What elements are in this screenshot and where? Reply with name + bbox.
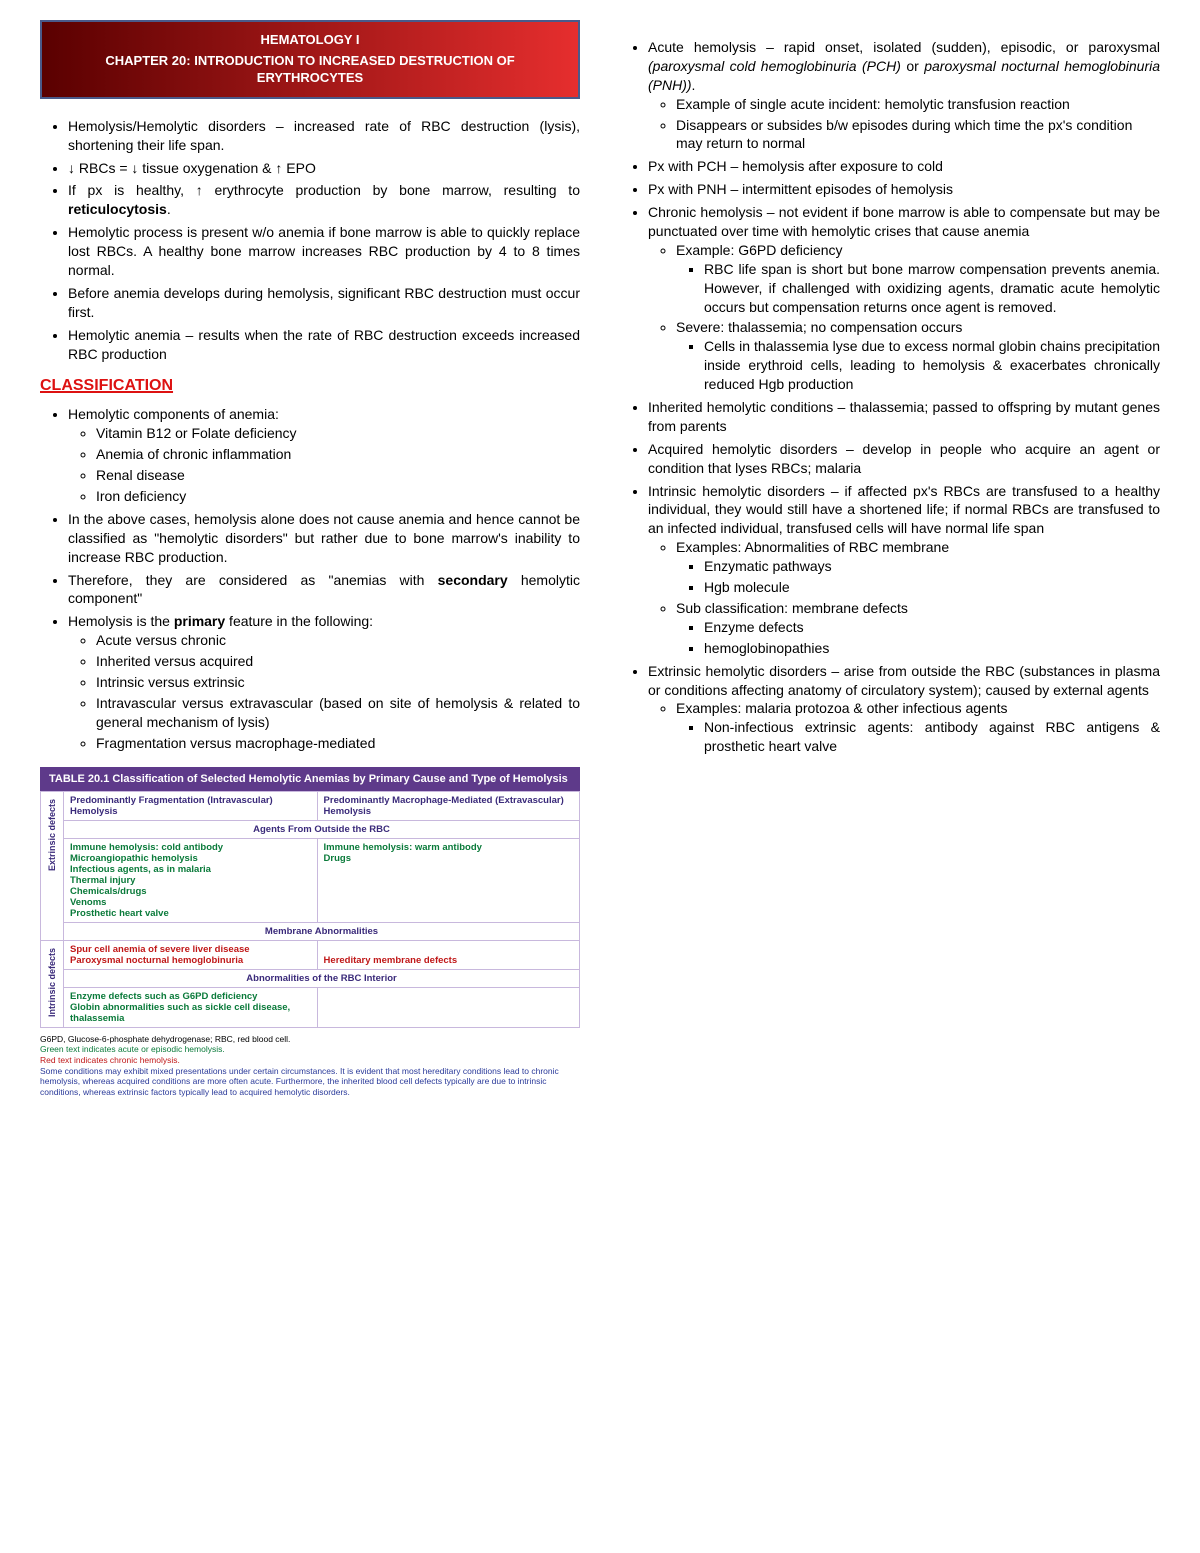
footnote: G6PD, Glucose-6-phosphate dehydrogenase;… — [40, 1034, 580, 1045]
intro-item: If px is healthy, ↑ erythrocyte producti… — [68, 181, 580, 219]
footnote: Red text indicates chronic hemolysis. — [40, 1055, 580, 1066]
intro-item: Hemolytic anemia – results when the rate… — [68, 326, 580, 364]
classification-table: Extrinsic defects Predominantly Fragment… — [40, 791, 580, 1028]
sq-item: Cells in thalassemia lyse due to excess … — [704, 337, 1160, 394]
list-item: Therefore, they are considered as "anemi… — [68, 571, 580, 609]
sub-item: Anemia of chronic inflammation — [96, 445, 580, 464]
sub-item: Disappears or subsides b/w episodes duri… — [676, 116, 1160, 154]
sub-item: Sub classification: membrane defects Enz… — [676, 599, 1160, 658]
sub-item: Intrinsic versus extrinsic — [96, 673, 580, 692]
chapter-header: HEMATOLOGY I CHAPTER 20: INTRODUCTION TO… — [40, 20, 580, 99]
sq-item: Enzyme defects — [704, 618, 1160, 637]
list-item: Hemolysis is the primary feature in the … — [68, 612, 580, 752]
footnote: Green text indicates acute or episodic h… — [40, 1044, 580, 1055]
sq-item: Hgb molecule — [704, 578, 1160, 597]
section-classification: CLASSIFICATION — [40, 377, 580, 395]
list-item: Acquired hemolytic disorders – develop i… — [648, 440, 1160, 478]
sub-item: Iron deficiency — [96, 487, 580, 506]
intro-item: Before anemia develops during hemolysis,… — [68, 284, 580, 322]
cell-mem-left: Spur cell anemia of severe liver disease… — [64, 940, 318, 969]
cell-ext-left: Immune hemolysis: cold antibodyMicroangi… — [64, 838, 318, 922]
sub-item: Intravascular versus extravascular (base… — [96, 694, 580, 732]
list-item: Acute hemolysis – rapid onset, isolated … — [648, 38, 1160, 153]
band-agents: Agents From Outside the RBC — [64, 820, 580, 838]
sub-item: Vitamin B12 or Folate deficiency — [96, 424, 580, 443]
sub-item: Examples: malaria protozoa & other infec… — [676, 699, 1160, 756]
list-item: Extrinsic hemolytic disorders – arise fr… — [648, 662, 1160, 756]
list-item: Px with PCH – hemolysis after exposure t… — [648, 157, 1160, 176]
sub-item: Renal disease — [96, 466, 580, 485]
table-footnotes: G6PD, Glucose-6-phosphate dehydrogenase;… — [40, 1034, 580, 1098]
list-item: Inherited hemolytic conditions – thalass… — [648, 398, 1160, 436]
cell-mem-right: Hereditary membrane defects — [317, 940, 579, 969]
band-membrane: Membrane Abnormalities — [64, 922, 580, 940]
intro-list: Hemolysis/Hemolytic disorders – increase… — [40, 117, 580, 364]
intro-item: Hemolysis/Hemolytic disorders – increase… — [68, 117, 580, 155]
list-item: Hemolytic components of anemia: Vitamin … — [68, 405, 580, 505]
sq-item: Non-infectious extrinsic agents: antibod… — [704, 718, 1160, 756]
sub-item: Acute versus chronic — [96, 631, 580, 650]
cell-ext-right: Immune hemolysis: warm antibodyDrugs — [317, 838, 579, 922]
table-title: TABLE 20.1 Classification of Selected He… — [40, 767, 580, 791]
row-label-extrinsic: Extrinsic defects — [41, 791, 64, 940]
intro-item: ↓ RBCs = ↓ tissue oxygenation & ↑ EPO — [68, 159, 580, 178]
list-item: Chronic hemolysis – not evident if bone … — [648, 203, 1160, 394]
header-course: HEMATOLOGY I — [54, 32, 566, 47]
right-column: Acute hemolysis – rapid onset, isolated … — [620, 20, 1160, 1097]
classification-list: Hemolytic components of anemia: Vitamin … — [40, 405, 580, 752]
intro-item: Hemolytic process is present w/o anemia … — [68, 223, 580, 280]
sq-item: hemoglobinopathies — [704, 639, 1160, 658]
sub-item: Severe: thalassemia; no compensation occ… — [676, 318, 1160, 394]
sq-item: RBC life span is short but bone marrow c… — [704, 260, 1160, 317]
sub-item: Fragmentation versus macrophage-mediated — [96, 734, 580, 753]
band-interior: Abnormalities of the RBC Interior — [64, 969, 580, 987]
sub-item: Example of single acute incident: hemoly… — [676, 95, 1160, 114]
sub-item: Examples: Abnormalities of RBC membrane … — [676, 538, 1160, 597]
cell-int-left: Enzyme defects such as G6PD deficiencyGl… — [64, 987, 318, 1027]
sub-item: Example: G6PD deficiency RBC life span i… — [676, 241, 1160, 317]
header-chapter: CHAPTER 20: INTRODUCTION TO INCREASED DE… — [54, 53, 566, 87]
list-item: Intrinsic hemolytic disorders – if affec… — [648, 482, 1160, 658]
list-item: Px with PNH – intermittent episodes of h… — [648, 180, 1160, 199]
sq-item: Enzymatic pathways — [704, 557, 1160, 576]
row-label-intrinsic: Intrinsic defects — [41, 940, 64, 1027]
col-head-2: Predominantly Macrophage-Mediated (Extra… — [317, 791, 579, 820]
right-list: Acute hemolysis – rapid onset, isolated … — [620, 38, 1160, 756]
sub-item: Inherited versus acquired — [96, 652, 580, 671]
table-20-1: TABLE 20.1 Classification of Selected He… — [40, 767, 580, 1098]
footnote: Some conditions may exhibit mixed presen… — [40, 1066, 580, 1098]
list-item: In the above cases, hemolysis alone does… — [68, 510, 580, 567]
col-head-1: Predominantly Fragmentation (Intravascul… — [64, 791, 318, 820]
cell-int-right — [317, 987, 579, 1027]
left-column: HEMATOLOGY I CHAPTER 20: INTRODUCTION TO… — [40, 20, 580, 1097]
